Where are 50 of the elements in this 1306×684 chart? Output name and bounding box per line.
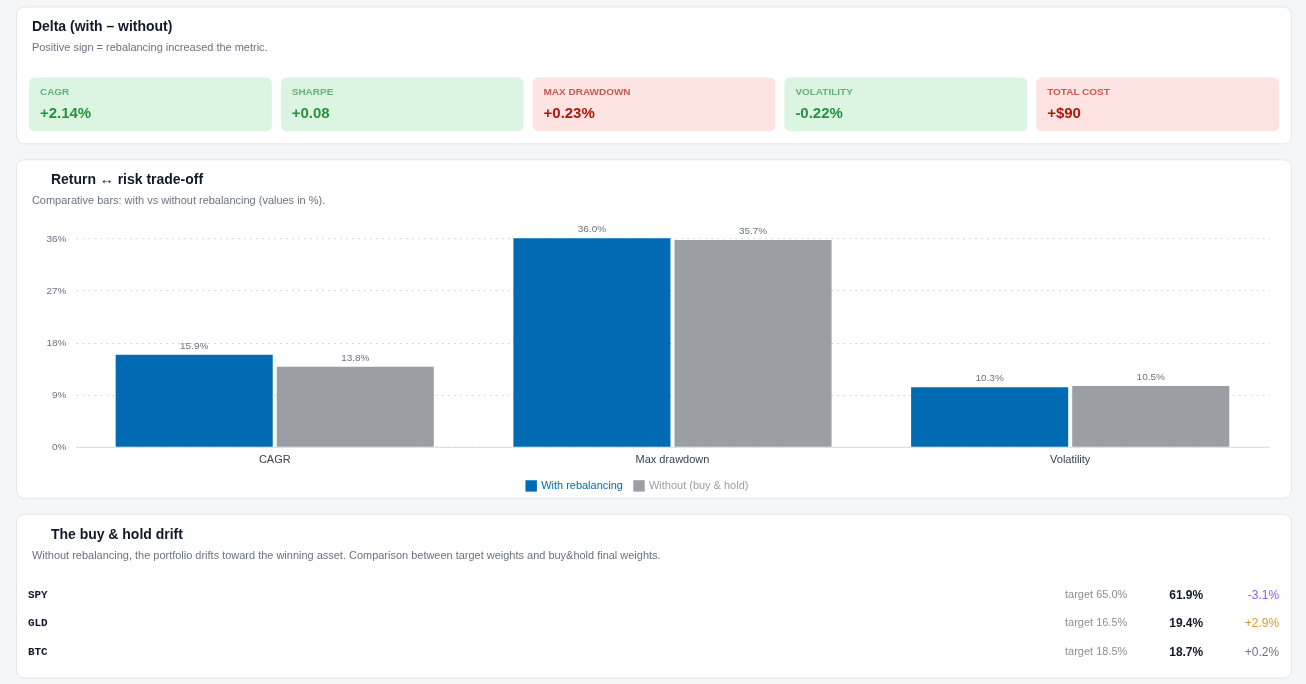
legend-label: Without (buy & hold) [649,478,749,491]
text: +0.2% [1244,644,1280,659]
bar [276,366,434,447]
text: +2.9% [1244,616,1280,631]
data-label: 36.0% [577,223,607,235]
text: Delta (with – without) [31,18,173,35]
bar [115,354,273,447]
y-tick-label: 9% [51,389,67,401]
x-tick-label: CAGR [258,453,291,466]
category-label: BTC [27,645,49,658]
data-label: 10.3% [975,372,1004,384]
x-tick-label: Volatility [1050,453,1091,466]
category-label: TOTAL COST [1047,86,1110,98]
bar [513,238,671,447]
category-label: GLD [27,617,49,630]
data-label: 10.5% [1136,370,1166,382]
data-label: 13.8% [341,351,370,363]
data-label: 35.7% [738,224,768,236]
text: -0.22% [795,104,843,122]
y-tick-label: 18% [46,337,67,348]
text: 61.9% [1169,587,1204,602]
text: Without rebalancing, the portfolio drifts toward the winning asset. Comparison between target weights and buy&hold final weights. [31,548,661,561]
text: +2.14% [39,104,92,122]
text: +0.08 [291,104,330,122]
category-label: MAX DRAWDOWN [543,86,631,98]
y-tick-label: 36% [46,232,67,244]
text: +0.23% [543,104,595,122]
category-label: CAGR [39,86,70,98]
chart-subtitle: Comparative bars: with vs without rebalancing (values in %). [31,194,326,207]
text: target 18.5% [1065,644,1128,657]
y-tick-label: 27% [46,284,67,296]
chart-title: Return ↔ risk trade-off [50,171,204,188]
category-label: SPY [27,588,49,601]
y-tick-label: 0% [51,441,67,453]
text: -3.1% [1247,587,1280,602]
text: target 65.0% [1065,587,1128,600]
x-tick-label: Max drawdown [635,453,710,466]
text: target 16.5% [1065,616,1128,629]
category-label: VOLATILITY [795,86,854,98]
bar [911,387,1069,447]
text: 18.7% [1169,644,1204,659]
data-label: 15.9% [180,339,209,351]
text: 19.4% [1169,616,1204,631]
bar [1072,385,1230,447]
text: +$90 [1047,104,1081,122]
category-label: SHARPE [291,86,334,98]
text: Positive sign = rebalancing increased the metric. [31,41,268,54]
bar [674,239,832,447]
text: The buy & hold drift [50,525,184,542]
legend-label: With rebalancing [541,478,623,491]
